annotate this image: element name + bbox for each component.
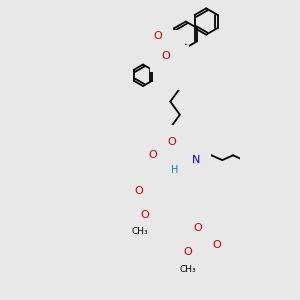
Text: O: O bbox=[140, 210, 149, 220]
Text: CH₃: CH₃ bbox=[179, 265, 196, 274]
Text: N: N bbox=[151, 176, 160, 185]
Text: O: O bbox=[134, 186, 143, 196]
Text: H: H bbox=[171, 165, 178, 175]
Text: CH₃: CH₃ bbox=[163, 64, 179, 73]
Text: O: O bbox=[161, 51, 170, 61]
Text: N: N bbox=[192, 155, 200, 165]
Text: O: O bbox=[193, 223, 202, 232]
Text: O: O bbox=[183, 247, 192, 256]
Text: CH₃: CH₃ bbox=[131, 227, 148, 236]
Text: O: O bbox=[154, 31, 162, 41]
Text: N: N bbox=[172, 68, 181, 79]
Text: H: H bbox=[146, 176, 153, 185]
Text: H: H bbox=[166, 41, 174, 51]
Text: O: O bbox=[169, 56, 178, 66]
Text: O: O bbox=[168, 136, 176, 147]
Text: N: N bbox=[159, 41, 167, 51]
Text: O: O bbox=[148, 150, 158, 160]
Text: O: O bbox=[212, 240, 221, 250]
